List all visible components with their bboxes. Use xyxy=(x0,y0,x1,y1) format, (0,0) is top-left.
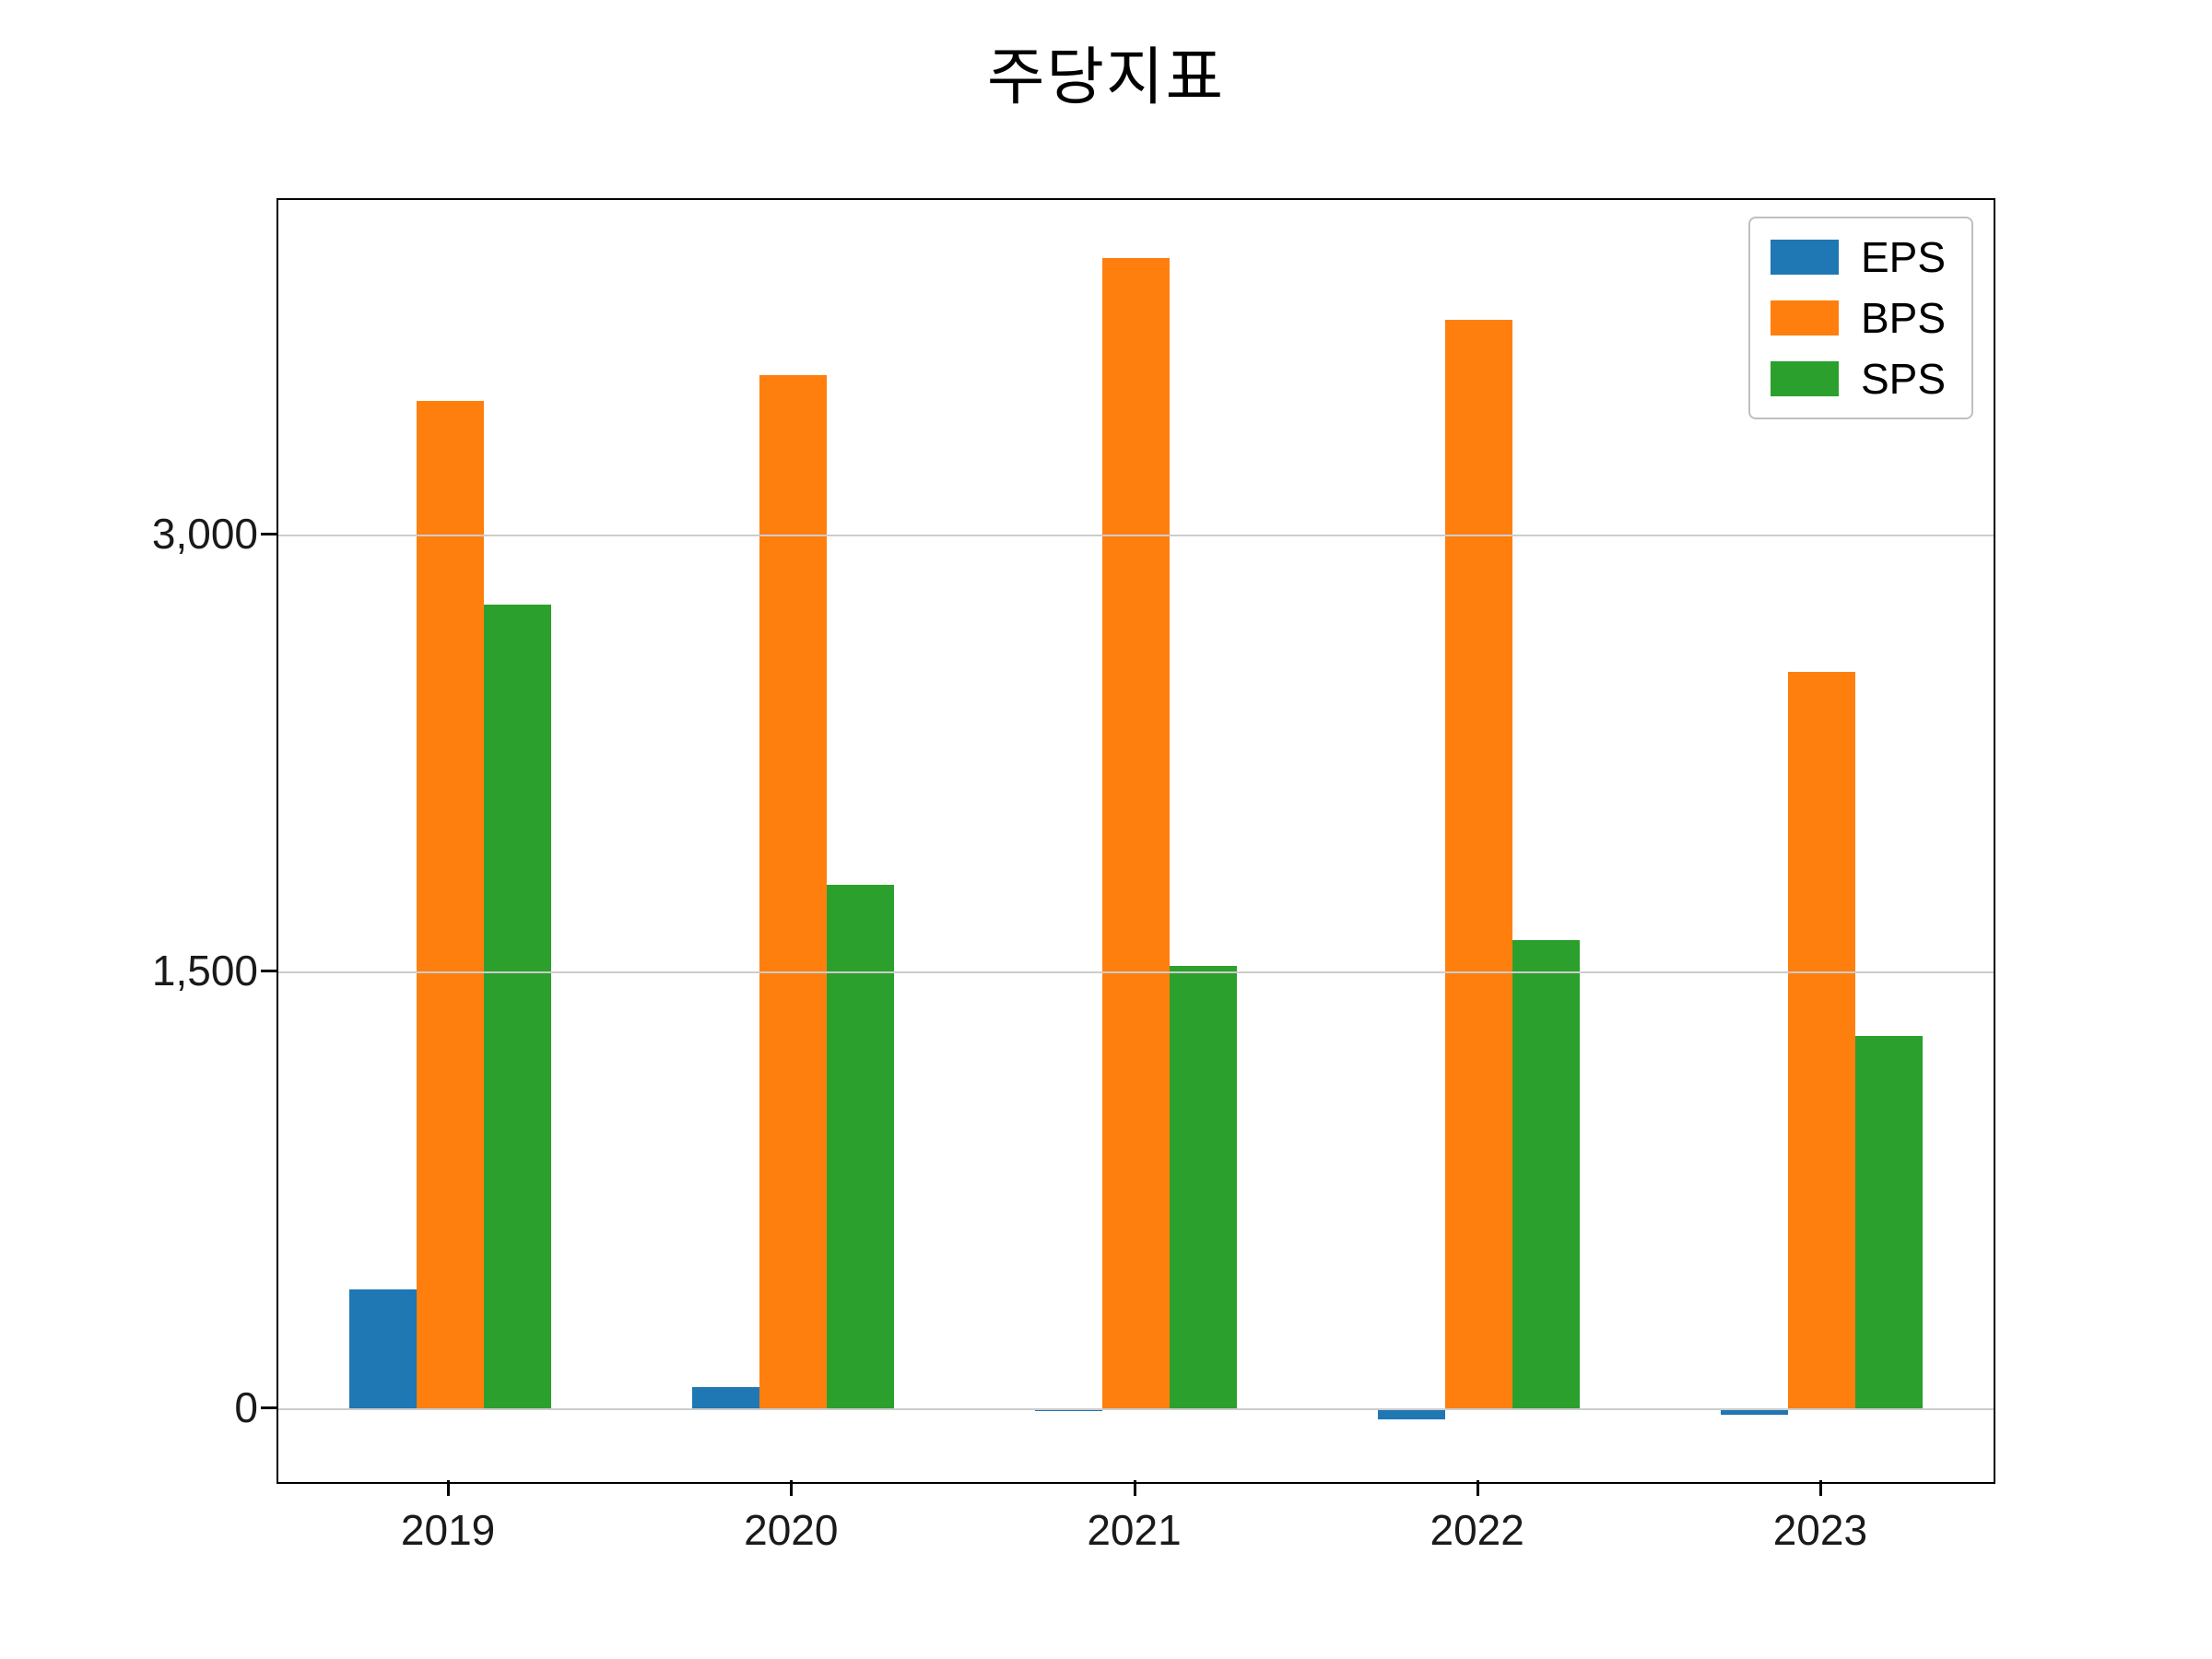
y-tick-label: 0 xyxy=(234,1382,258,1431)
legend-label-bps: BPS xyxy=(1860,294,1946,342)
bar-eps-2021 xyxy=(1035,1408,1102,1412)
x-tick-label: 2022 xyxy=(1430,1506,1524,1554)
bar-bps-2020 xyxy=(759,374,827,1409)
y-tick-mark xyxy=(261,532,276,535)
legend-swatch-eps xyxy=(1770,240,1839,275)
x-tick-mark xyxy=(1476,1480,1479,1496)
bar-sps-2022 xyxy=(1512,939,1581,1409)
bar-bps-2021 xyxy=(1102,258,1170,1409)
legend-swatch-bps xyxy=(1770,300,1839,335)
bar-eps-2020 xyxy=(691,1387,759,1409)
legend-label-sps: SPS xyxy=(1860,355,1946,403)
legend-item-eps: EPS xyxy=(1770,233,1946,281)
chart-title: 주당지표 xyxy=(986,42,1226,112)
bar-bps-2023 xyxy=(1788,672,1856,1409)
x-tick-mark xyxy=(1133,1480,1136,1496)
y-tick-mark xyxy=(261,1406,276,1409)
legend-swatch-sps xyxy=(1770,361,1839,396)
bar-sps-2023 xyxy=(1855,1036,1924,1409)
x-tick-label: 2023 xyxy=(1772,1506,1868,1554)
bar-bps-2022 xyxy=(1445,319,1513,1409)
gridline-0 xyxy=(278,1407,1994,1410)
gridline-3,000 xyxy=(278,534,1994,536)
legend-label-eps: EPS xyxy=(1860,233,1946,281)
bar-eps-2019 xyxy=(348,1289,417,1409)
y-tick-label: 1,500 xyxy=(151,946,258,994)
x-tick-mark xyxy=(447,1480,451,1496)
bar-bps-2019 xyxy=(416,401,484,1409)
bar-eps-2023 xyxy=(1721,1408,1789,1416)
bar-eps-2022 xyxy=(1378,1408,1446,1420)
bar-sps-2021 xyxy=(1170,966,1237,1409)
x-tick-label: 2019 xyxy=(400,1506,496,1554)
x-tick-label: 2021 xyxy=(1087,1506,1182,1554)
x-tick-label: 2020 xyxy=(744,1506,839,1554)
x-tick-mark xyxy=(790,1480,794,1496)
legend-item-bps: BPS xyxy=(1770,294,1946,342)
y-tick-mark xyxy=(261,969,276,972)
legend-item-sps: SPS xyxy=(1770,355,1946,403)
x-tick-mark xyxy=(1818,1480,1822,1496)
bar-sps-2019 xyxy=(483,605,551,1409)
bar-sps-2020 xyxy=(826,884,894,1409)
y-tick-label: 3,000 xyxy=(151,509,258,558)
gridline-1,500 xyxy=(278,971,1994,973)
plot-area: EPS BPS SPS xyxy=(276,198,1995,1484)
legend: EPS BPS SPS xyxy=(1747,217,1973,419)
